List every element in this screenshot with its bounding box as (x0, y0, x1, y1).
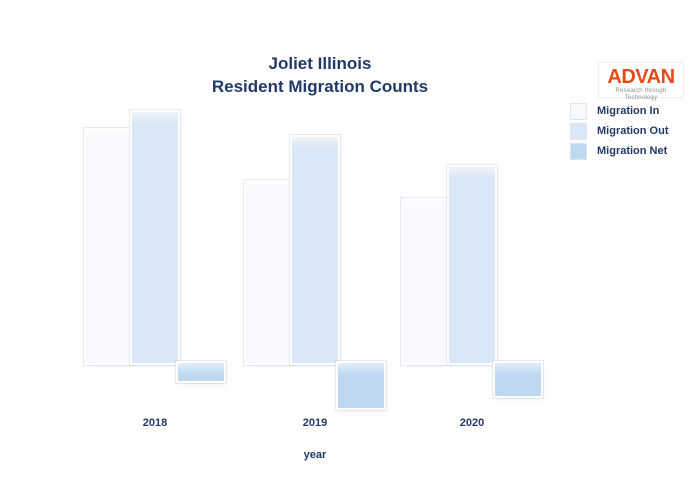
legend-swatch-migration-in (571, 103, 586, 119)
bar-migration-net-2018 (178, 363, 224, 381)
x-tick-2020: 2020 (459, 417, 485, 429)
legend-swatch-migration-out (571, 123, 586, 139)
bar-migration-in-2018 (86, 129, 132, 363)
legend-item-migration-in: Migration In (571, 101, 669, 121)
bar-migration-net-2019 (338, 363, 384, 409)
x-axis-title: year (303, 449, 327, 461)
bar-migration-out-2020 (449, 167, 495, 363)
advan-logo-tagline: Research through Technology (615, 88, 667, 101)
x-tick-2019: 2019 (302, 417, 328, 429)
advan-logo-wordmark: ADVAN (607, 66, 675, 88)
chart-title-line2: Resident Migration Counts (211, 77, 429, 96)
bar-migration-in-2020 (403, 199, 449, 363)
legend-item-migration-out: Migration Out (571, 121, 669, 141)
x-tick-2018: 2018 (142, 417, 168, 429)
bar-migration-in-2019 (246, 182, 292, 363)
legend-label: Migration In (597, 105, 660, 117)
bar-migration-out-2018 (132, 112, 178, 363)
bar-migration-net-2020 (495, 363, 541, 396)
legend-item-migration-net: Migration Net (571, 141, 669, 161)
advan-logo: ADVAN Research through Technology (598, 62, 684, 101)
legend: Migration In Migration Out Migration Net (571, 101, 669, 161)
legend-label: Migration Net (597, 145, 668, 157)
bar-migration-out-2019 (292, 137, 338, 363)
chart-title-line1: Joliet Illinois (268, 54, 372, 73)
chart-title: Joliet Illinois Resident Migration Count… (70, 52, 570, 98)
legend-swatch-migration-net (571, 143, 586, 159)
legend-label: Migration Out (597, 125, 669, 137)
